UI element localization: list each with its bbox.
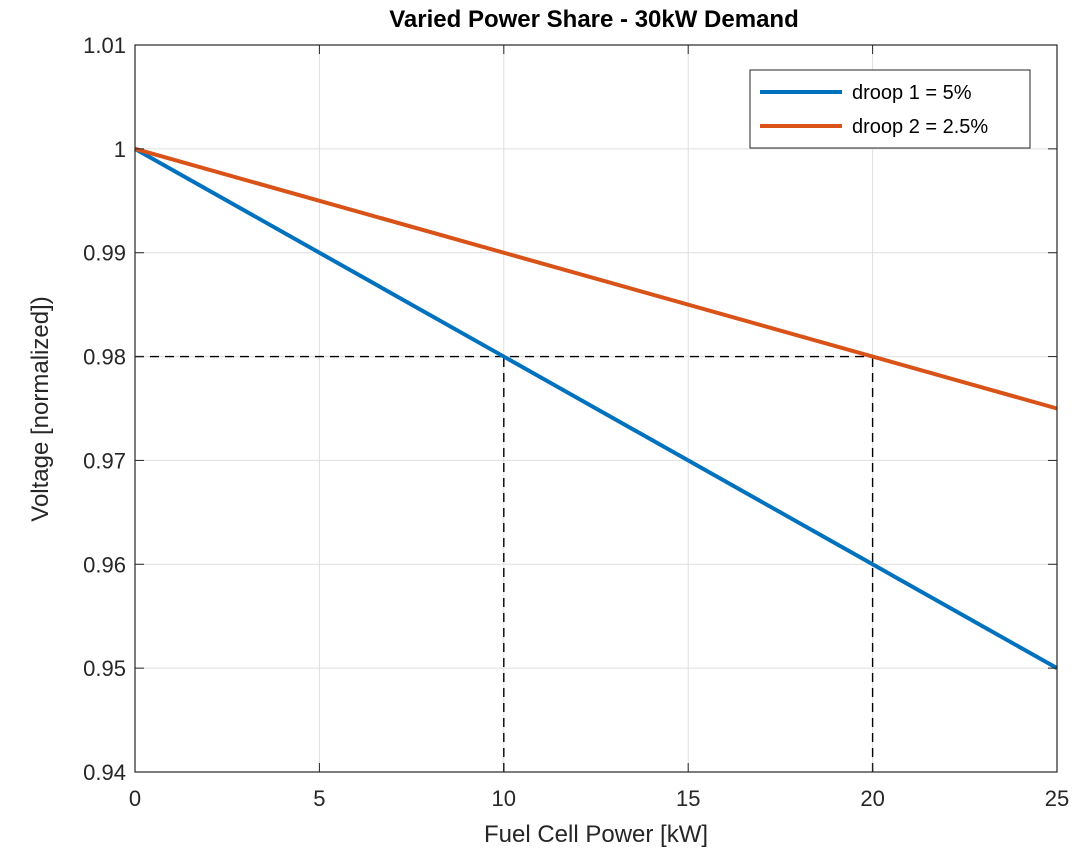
x-tick-label: 10	[492, 786, 516, 811]
x-tick-labels: 0 5 10 15 20 25	[129, 786, 1069, 811]
y-tick-label: 0.97	[83, 448, 126, 473]
y-tick-label: 0.95	[83, 656, 126, 681]
x-tick-label: 25	[1045, 786, 1069, 811]
y-tick-label: 0.99	[83, 241, 126, 266]
x-tick-label: 5	[313, 786, 325, 811]
series-lines	[134, 146, 1058, 670]
y-tick-label: 1	[114, 137, 126, 162]
y-tick-label: 0.98	[83, 345, 126, 370]
legend-box	[749, 69, 1031, 149]
x-tick-label: 15	[676, 786, 700, 811]
y-tick-label: 0.96	[83, 552, 126, 577]
axis-ticks	[134, 44, 1058, 773]
y-tick-labels: 0.94 0.95 0.96 0.97 0.98 0.99 1 1.01	[83, 33, 126, 785]
axes-box	[134, 44, 1058, 773]
x-tick-label: 20	[860, 786, 884, 811]
y-axis-label: Voltage [normalized])	[27, 296, 54, 521]
legend-label: droop 1 = 5%	[852, 82, 972, 104]
series-line	[134, 147, 1058, 670]
chart-title: Varied Power Share - 30kW Demand	[389, 6, 799, 33]
y-tick-label: 0.94	[83, 760, 126, 785]
x-tick-label: 0	[129, 786, 141, 811]
y-tick-label: 1.01	[83, 33, 126, 58]
series-line	[134, 146, 1058, 411]
x-axis-label: Fuel Cell Power [kW]	[484, 821, 708, 848]
legend: droop 1 = 5% droop 2 = 2.5%	[749, 69, 1031, 149]
legend-label: droop 2 = 2.5%	[852, 116, 988, 138]
